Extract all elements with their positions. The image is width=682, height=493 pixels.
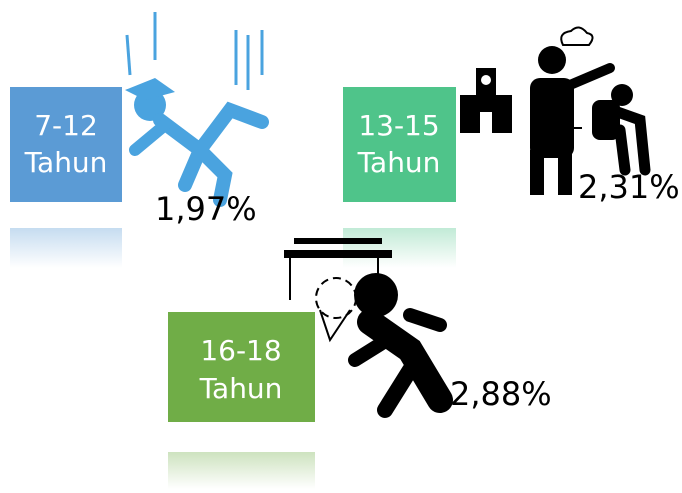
reflection <box>168 452 315 489</box>
percent: 2,88% <box>450 375 552 413</box>
age-box <box>10 87 122 202</box>
percent: 1,97% <box>155 190 257 228</box>
age-box <box>168 312 315 422</box>
age-unit: Tahun <box>199 372 283 405</box>
age-box <box>343 87 456 202</box>
age-unit: Tahun <box>357 146 441 179</box>
infographic: 7-12 Tahun 1,97% 13-15 Tahun 2,31% <box>0 0 682 489</box>
age-range: 7-12 <box>34 109 98 142</box>
falling-student-icon <box>125 12 262 200</box>
age-range: 13-15 <box>358 109 439 142</box>
reflection <box>10 228 122 268</box>
age-unit: Tahun <box>24 146 108 179</box>
percent: 2,31% <box>578 168 680 206</box>
reflection <box>343 228 456 268</box>
age-range: 16-18 <box>200 334 281 367</box>
